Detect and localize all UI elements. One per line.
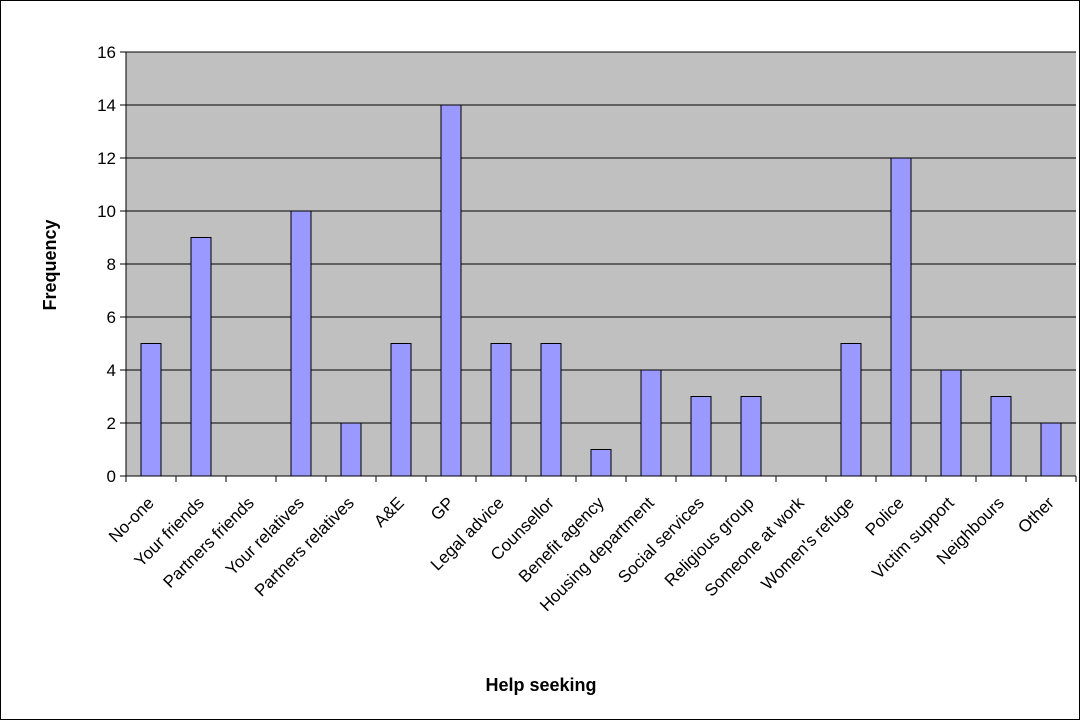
bar	[340, 422, 362, 477]
bar	[690, 396, 712, 477]
y-tick-label: 6	[107, 308, 116, 327]
bar	[890, 157, 912, 477]
y-tick-label: 8	[107, 255, 116, 274]
bar	[440, 104, 462, 477]
gridlines	[126, 51, 1076, 424]
bar	[640, 369, 662, 477]
y-tick-label: 4	[107, 361, 116, 380]
bar	[740, 396, 762, 477]
x-tick-label: Benefit agency	[515, 493, 608, 586]
bar	[940, 369, 962, 477]
bar	[540, 343, 562, 477]
y-tick-label: 16	[97, 43, 116, 62]
bar	[290, 210, 312, 477]
x-tick-label: Other	[1014, 493, 1058, 537]
x-tick-label: Police	[862, 493, 908, 539]
x-axis-title: Help seeking	[485, 675, 596, 695]
x-tick-label: Social services	[614, 493, 708, 587]
y-axis-title: Frequency	[40, 219, 60, 310]
y-tick-label: 2	[107, 414, 116, 433]
bar	[840, 343, 862, 477]
bar	[140, 343, 162, 477]
y-tick-label: 12	[97, 149, 116, 168]
x-tick-label: GP	[427, 493, 458, 524]
bar	[1040, 422, 1062, 477]
axes	[120, 51, 1077, 482]
bars	[140, 104, 1062, 477]
y-tick-label: 0	[107, 467, 116, 486]
x-tick-label: Women's refuge	[757, 493, 857, 593]
y-tick-label: 14	[97, 96, 116, 115]
x-tick-label: Religious group	[661, 493, 758, 590]
bar	[490, 343, 512, 477]
x-tick-label: Partners friends	[160, 493, 258, 591]
bar	[390, 343, 412, 477]
bar	[590, 449, 612, 477]
bar	[190, 237, 212, 477]
x-tick-label: A&E	[370, 493, 407, 530]
y-tick-label: 10	[97, 202, 116, 221]
bar	[990, 396, 1012, 477]
y-tick-labels: 0 2 4 6 8 10 12 14 16	[97, 43, 116, 486]
